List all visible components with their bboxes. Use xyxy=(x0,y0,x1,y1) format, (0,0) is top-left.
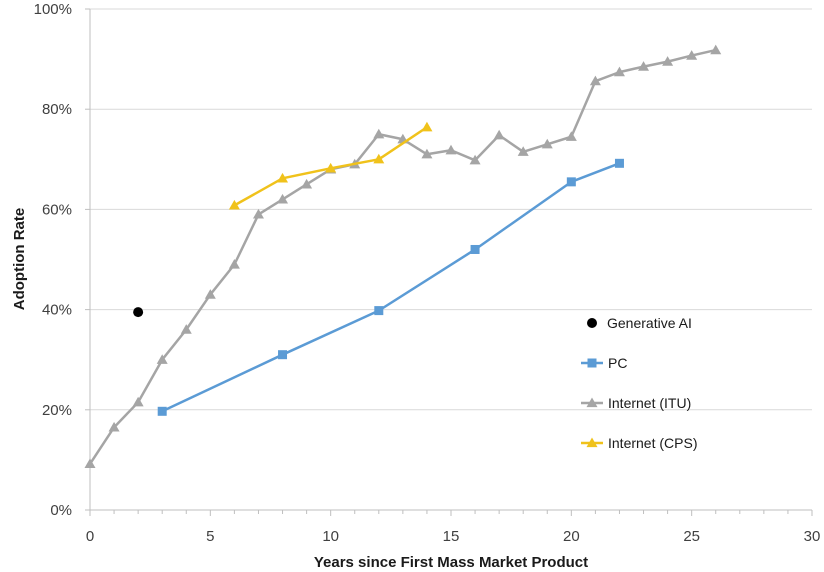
data-point-internet-itu xyxy=(589,75,601,86)
data-point-internet-cps xyxy=(277,172,289,183)
data-point-internet-itu xyxy=(469,154,481,165)
data-point-internet-cps xyxy=(421,121,433,132)
data-point-internet-itu xyxy=(421,148,433,159)
data-point-pc xyxy=(470,244,480,254)
legend-swatch-marker xyxy=(587,358,597,368)
legend-item-internet-itu: Internet (ITU) xyxy=(581,395,691,411)
x-tick-label: 20 xyxy=(563,528,580,545)
data-point-pc xyxy=(278,350,288,360)
data-point-generative-ai xyxy=(133,307,144,318)
y-tick-label: 20% xyxy=(42,402,72,419)
data-point-internet-itu xyxy=(180,324,192,334)
x-tick-label: 30 xyxy=(804,528,821,545)
data-point-internet-itu xyxy=(301,178,313,189)
series-pc xyxy=(157,158,624,416)
legend-item-generative-ai: Generative AI xyxy=(587,315,692,331)
x-tick-label: 25 xyxy=(683,528,700,545)
y-tick-label: 60% xyxy=(42,201,72,218)
legend-label: Generative AI xyxy=(607,315,692,331)
grid-lines xyxy=(90,8,812,411)
data-point-internet-itu xyxy=(613,66,625,77)
legend-item-internet-cps: Internet (CPS) xyxy=(581,435,697,451)
data-point-internet-itu xyxy=(710,44,722,55)
data-point-pc xyxy=(157,406,167,416)
x-axis-title: Years since First Mass Market Product xyxy=(314,554,588,571)
data-point-internet-itu xyxy=(252,208,264,219)
data-point-internet-itu xyxy=(228,259,240,269)
data-point-internet-itu xyxy=(493,129,505,140)
data-point-internet-itu xyxy=(686,50,698,60)
data-point-internet-cps xyxy=(228,199,240,210)
data-point-internet-itu xyxy=(445,144,457,155)
legend-item-pc: PC xyxy=(581,355,627,371)
data-point-internet-itu xyxy=(277,193,289,204)
data-point-internet-itu xyxy=(565,131,577,141)
data-point-internet-cps xyxy=(325,162,337,173)
series-layer xyxy=(84,44,722,469)
data-point-internet-itu xyxy=(662,56,674,66)
x-tick-label: 10 xyxy=(322,528,339,545)
data-point-internet-itu xyxy=(132,396,144,407)
legend-label: Internet (CPS) xyxy=(608,435,697,451)
x-tick-label: 5 xyxy=(206,528,214,545)
y-tick-label: 0% xyxy=(50,502,72,519)
axes: 0% 20% 40% 60% 80% 100% 0 5 10 15 20 25 30 xyxy=(34,1,821,545)
y-tick-label: 40% xyxy=(42,302,72,319)
legend-swatch-marker xyxy=(586,437,598,448)
legend-swatch-marker xyxy=(586,397,598,408)
data-point-internet-cps xyxy=(373,153,385,164)
data-point-internet-itu xyxy=(517,146,529,156)
data-point-internet-itu xyxy=(204,289,216,299)
legend: Generative AI PC Internet (ITU) Internet (C… xyxy=(581,315,697,451)
legend-label: Internet (ITU) xyxy=(608,395,691,411)
legend-label: PC xyxy=(608,355,627,371)
x-tick-label: 15 xyxy=(443,528,460,545)
data-point-internet-itu xyxy=(108,421,120,432)
data-point-internet-itu xyxy=(541,138,553,149)
series-generative-ai xyxy=(133,307,144,318)
data-point-internet-itu xyxy=(84,458,96,469)
y-axis-title: Adoption Rate xyxy=(11,208,28,311)
y-tick-label: 100% xyxy=(34,1,72,18)
x-tick-label: 0 xyxy=(86,528,94,545)
legend-swatch-marker xyxy=(587,318,597,328)
series-internet-cps xyxy=(228,121,433,210)
data-point-internet-itu xyxy=(156,354,168,364)
data-point-pc xyxy=(566,177,576,187)
data-point-pc xyxy=(374,306,384,316)
data-point-internet-itu xyxy=(638,61,650,71)
data-point-pc xyxy=(614,158,624,168)
data-point-internet-itu xyxy=(373,128,385,139)
y-tick-label: 80% xyxy=(42,101,72,118)
series-line-pc xyxy=(161,162,620,413)
